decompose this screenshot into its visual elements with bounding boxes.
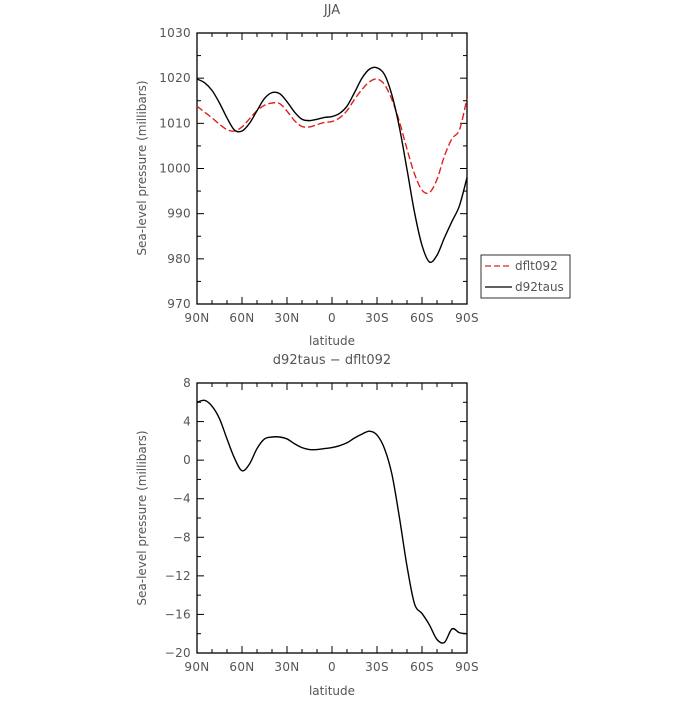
- top-x-tick-label: 30N: [274, 311, 299, 325]
- bottom-y-tick-label: −12: [165, 569, 191, 583]
- top-chart-title: JJA: [323, 3, 340, 18]
- top-x-axis-label: latitude: [309, 334, 355, 348]
- top-y-tick-label: 990: [167, 207, 191, 221]
- top-y-tick-label: 1030: [159, 26, 191, 40]
- bottom-x-tick-label: 90N: [184, 660, 209, 674]
- bottom-y-axis-label: Sea-level pressure (millibars): [135, 430, 149, 605]
- top-y-tick-label: 1020: [159, 71, 191, 85]
- top-series-line-dflt092: [196, 78, 468, 195]
- top-y-tick-label: 980: [167, 252, 191, 266]
- bottom-x-axis-label: latitude: [309, 684, 355, 698]
- bottom-x-tick-label: 60S: [410, 660, 434, 674]
- bottom-series-line-difference: [196, 399, 468, 644]
- top-x-tick-label: 60N: [229, 311, 254, 325]
- top-series-line-d92taus: [196, 66, 468, 264]
- bottom-y-tick-label: −20: [165, 646, 191, 660]
- top-y-tick-label: 1010: [159, 116, 191, 130]
- bottom-chart-title: d92taus − dflt092: [273, 353, 391, 368]
- top-plot-frame: [196, 32, 468, 305]
- bottom-y-tick-label: 8: [183, 376, 191, 390]
- top-x-tick-label: 30S: [365, 311, 389, 325]
- top-y-tick-label: 1000: [159, 162, 191, 176]
- bottom-y-tick-label: −4: [173, 492, 191, 506]
- legend-label-dflt092: dflt092: [515, 259, 558, 273]
- top-y-tick-label: 970: [167, 297, 191, 311]
- top-x-tick-label: 90N: [184, 311, 209, 325]
- bottom-x-tick-label: 30N: [274, 660, 299, 674]
- bottom-x-tick-label: 30S: [365, 660, 389, 674]
- top-y-axis-label: Sea-level pressure (millibars): [135, 80, 149, 255]
- top-x-tick-label: 60S: [410, 311, 434, 325]
- top-x-tick-label: 90S: [455, 311, 479, 325]
- bottom-y-tick-label: −16: [165, 607, 191, 621]
- legend-box: [480, 254, 571, 299]
- bottom-plot-frame: [196, 382, 468, 654]
- bottom-y-tick-label: −8: [173, 530, 191, 544]
- bottom-y-tick-label: 0: [183, 453, 191, 467]
- legend-label-d92taus: d92taus: [515, 280, 564, 294]
- bottom-y-tick-label: 4: [183, 415, 191, 429]
- top-x-tick-label: 0: [328, 311, 336, 325]
- bottom-x-tick-label: 60N: [229, 660, 254, 674]
- bottom-x-tick-label: 0: [328, 660, 336, 674]
- bottom-x-tick-label: 90S: [455, 660, 479, 674]
